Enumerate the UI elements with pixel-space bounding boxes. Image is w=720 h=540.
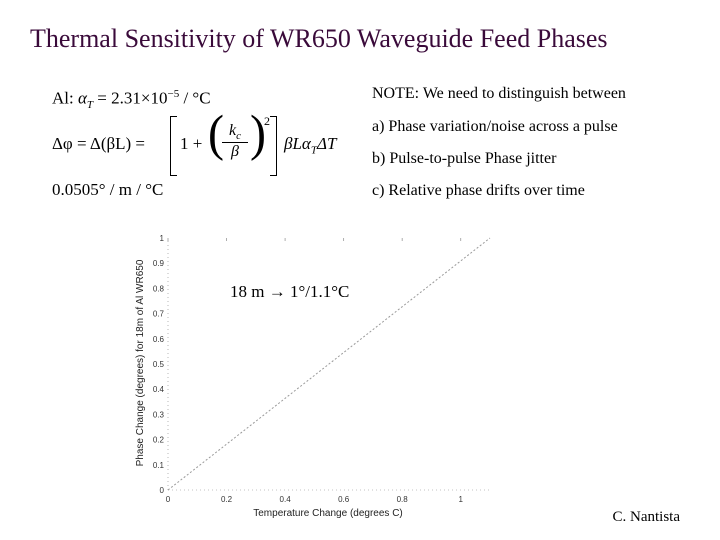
chart-axes: [167, 238, 490, 491]
square-exponent: 2: [264, 114, 270, 128]
slide-title: Thermal Sensitivity of WR650 Waveguide F…: [30, 24, 608, 53]
y-tick-label: 0.5: [153, 360, 165, 369]
length-annotation: 18 m → 1°/1.1°C: [230, 282, 350, 301]
alpha-symbol: α: [77, 88, 87, 108]
note-item-a: a) Phase variation/noise across a pulse: [372, 118, 618, 135]
one-plus: 1 +: [180, 134, 203, 153]
note-heading: NOTE: We need to distinguish between: [372, 85, 626, 102]
y-tick-label: 0.4: [153, 385, 165, 394]
y-tick-label: 0.7: [153, 310, 165, 319]
y-tick-label: 0.8: [153, 284, 165, 293]
alpha-exponent: −5: [167, 88, 180, 100]
author-credit: C. Nantista: [612, 509, 681, 525]
y-tick-label: 0.1: [153, 461, 165, 470]
x-tick-label: 0.6: [338, 495, 350, 504]
y-axis-label: Phase Change (degrees) for 18m of Al WR6…: [135, 259, 146, 466]
chart-series: [167, 237, 491, 491]
series-line: [167, 237, 491, 491]
phase-equation-lhs: Δφ = Δ(βL) =: [52, 134, 146, 153]
note-item-c: c) Relative phase drifts over time: [372, 182, 585, 199]
left-paren: (: [208, 105, 224, 162]
alpha-equation: Al: αT = 2.31×10−5 / °C: [52, 88, 211, 112]
y-tick-label: 0.3: [153, 410, 165, 419]
x-axis-label: Temperature Change (degrees C): [253, 508, 403, 519]
alpha-value: 2.31×10: [111, 88, 168, 108]
alpha-material-label: Al:: [52, 88, 74, 108]
x-tick-label: 0.2: [221, 495, 233, 504]
y-tick-label: 0.9: [153, 259, 165, 268]
x-tick-label: 0.4: [280, 495, 292, 504]
x-tick-label: 1: [459, 495, 464, 504]
kc-over-beta: kc β: [222, 122, 248, 161]
left-bracket: [170, 116, 177, 176]
alpha-unit: / °C: [179, 88, 211, 108]
chart-ticks: 0 0.1 0.2 0.3 0.4 0.5 0.6 0.7 0.8 0.9 1 0 0.2 0.4 0.6 0…: [153, 234, 464, 504]
y-tick-label: 0.6: [153, 335, 165, 344]
y-tick-label: 0.2: [153, 436, 165, 445]
sensitivity-result: 0.0505° / m / °C: [52, 180, 164, 199]
note-item-b: b) Pulse-to-pulse Phase jitter: [372, 150, 557, 167]
y-tick-label: 0: [160, 486, 165, 495]
x-tick-label: 0.8: [397, 495, 409, 504]
x-tick-label: 0: [166, 495, 171, 504]
phase-equation-tail: βLαTΔT: [284, 134, 337, 157]
right-bracket: [270, 116, 277, 176]
right-paren: ): [250, 105, 266, 162]
y-tick-label: 1: [160, 234, 165, 243]
